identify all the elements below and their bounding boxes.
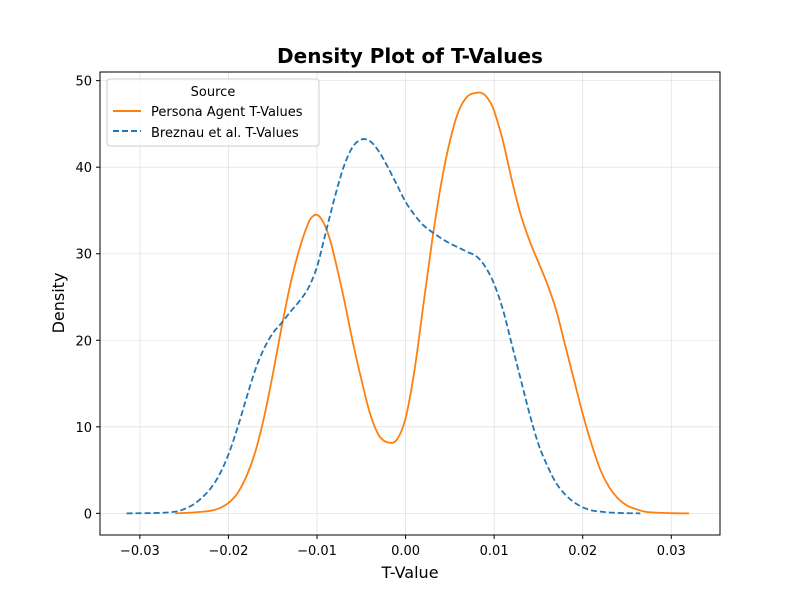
x-tick-label: 0.03	[657, 544, 686, 559]
y-axis: 0 10 20 30 40 50	[75, 75, 100, 522]
legend-label-breznau: Breznau et al. T-Values	[151, 126, 299, 141]
x-tick-label: 0.01	[480, 544, 509, 559]
legend-label-persona: Persona Agent T-Values	[151, 105, 303, 120]
x-tick-label: −0.03	[120, 544, 160, 559]
chart-title: Density Plot of T-Values	[277, 44, 543, 68]
y-tick-label: 10	[75, 421, 92, 436]
legend: Source Persona Agent T-Values Breznau et…	[106, 78, 320, 147]
grid-lines	[100, 72, 720, 535]
x-tick-label: 0.02	[568, 544, 597, 559]
legend-box	[106, 78, 320, 147]
y-tick-label: 30	[75, 248, 92, 263]
y-tick-label: 20	[75, 334, 92, 349]
x-axis: −0.03 −0.02 −0.01 0.00 0.01 0.02 0.03	[120, 535, 686, 559]
series-line-persona	[175, 91, 690, 515]
legend-title: Source	[191, 85, 236, 100]
x-tick-label: −0.02	[209, 544, 249, 559]
plot-frame	[99, 71, 721, 536]
y-tick-label: 0	[84, 507, 92, 522]
y-axis-label: Density	[49, 273, 68, 334]
y-tick-label: 50	[75, 75, 92, 90]
series-line-breznau	[126, 138, 641, 515]
y-tick-label: 40	[75, 161, 92, 176]
x-axis-label: T-Value	[380, 563, 438, 582]
x-tick-label: 0.00	[391, 544, 420, 559]
x-tick-label: −0.01	[297, 544, 337, 559]
series-layer	[126, 91, 690, 515]
